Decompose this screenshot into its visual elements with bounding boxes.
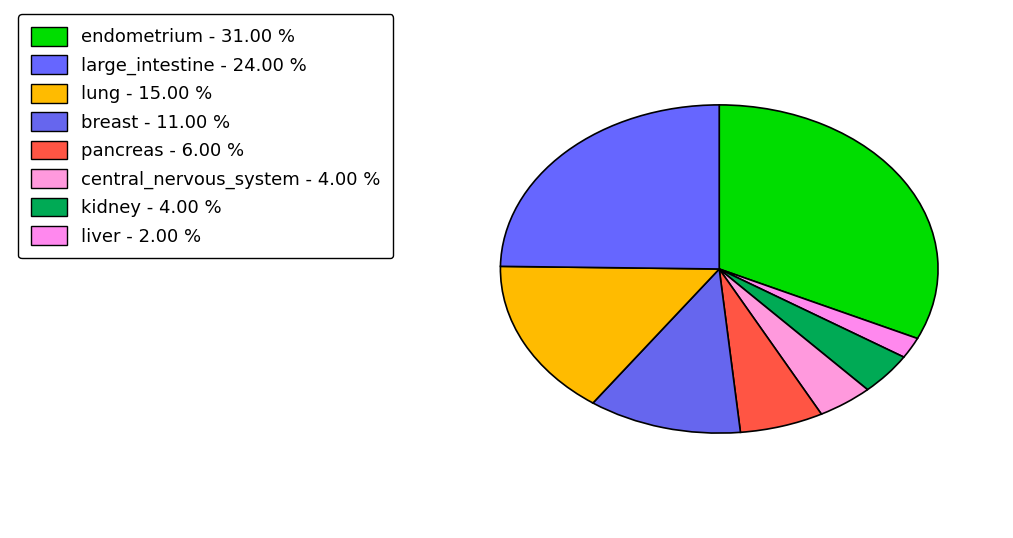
Wedge shape — [719, 269, 822, 433]
Wedge shape — [719, 269, 918, 357]
Wedge shape — [500, 105, 719, 269]
Wedge shape — [719, 105, 938, 338]
Wedge shape — [500, 266, 719, 403]
Wedge shape — [719, 269, 904, 390]
Wedge shape — [719, 269, 867, 414]
Wedge shape — [593, 269, 741, 433]
Legend: endometrium - 31.00 %, large_intestine - 24.00 %, lung - 15.00 %, breast - 11.00: endometrium - 31.00 %, large_intestine -… — [18, 15, 393, 258]
